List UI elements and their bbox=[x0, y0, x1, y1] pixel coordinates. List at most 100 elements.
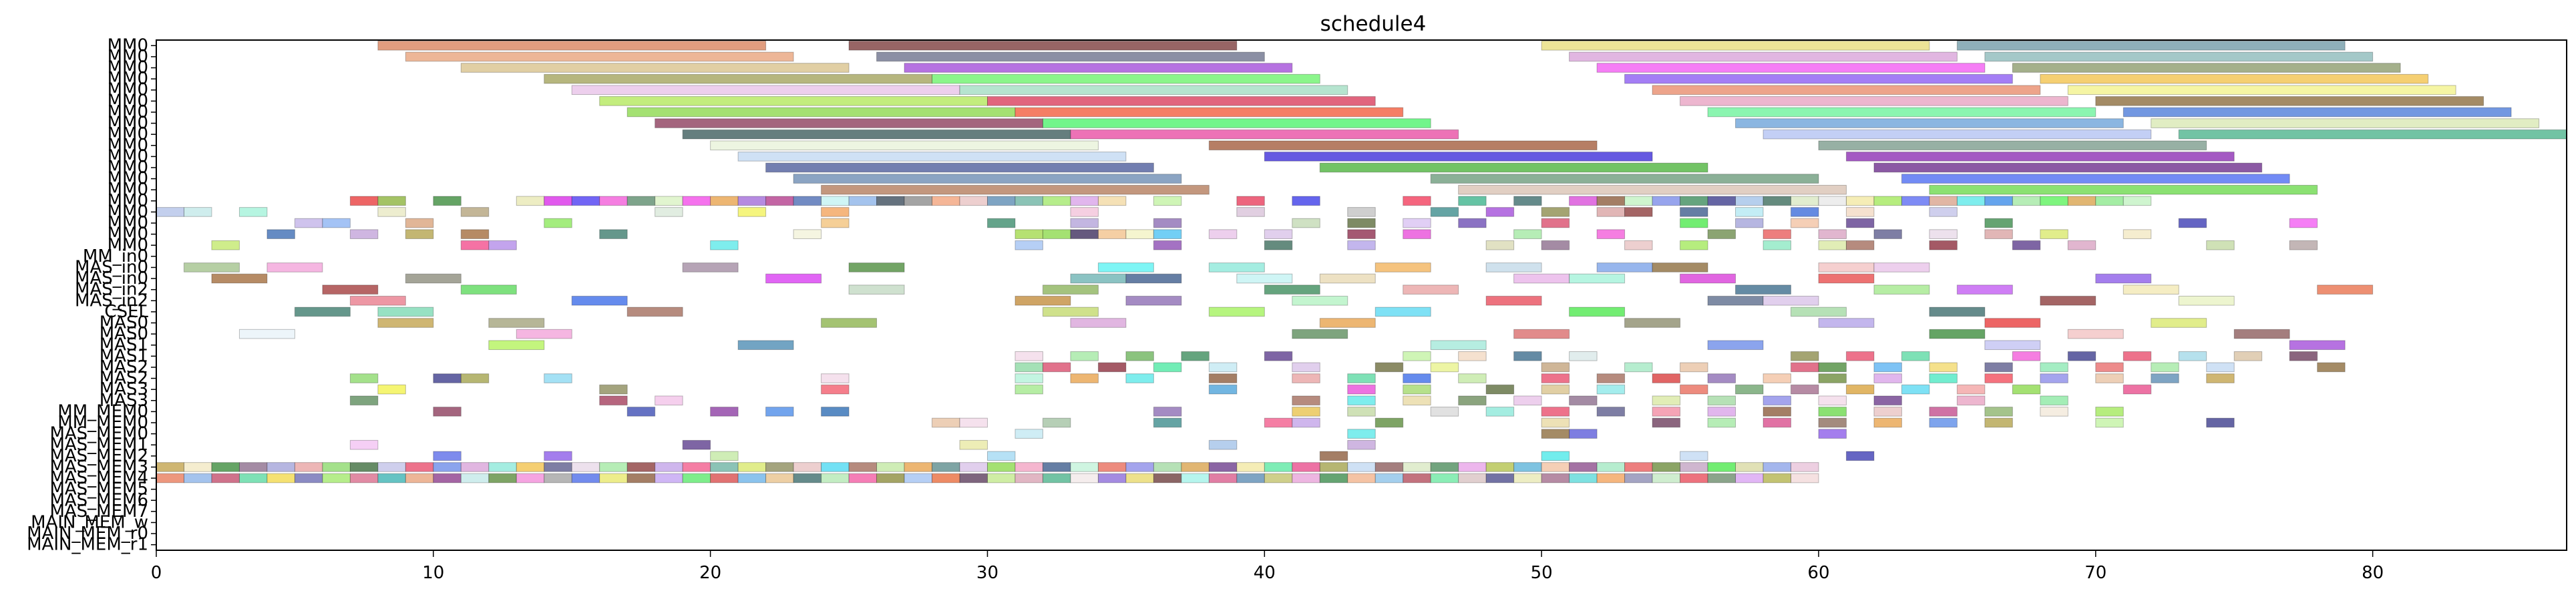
gantt-bar bbox=[682, 462, 711, 472]
gantt-bar bbox=[1569, 351, 1598, 361]
gantt-bar bbox=[1125, 351, 1154, 361]
gantt-bar bbox=[1319, 162, 1708, 173]
gantt-bar bbox=[1513, 473, 1542, 483]
gantt-bar bbox=[1015, 351, 1043, 361]
y-tick-label: MAS_in0 bbox=[75, 257, 148, 277]
y-tick-label: MAS3 bbox=[100, 379, 148, 399]
gantt-bar bbox=[1984, 373, 2013, 383]
gantt-bar bbox=[904, 63, 1293, 73]
gantt-bar bbox=[1292, 462, 1320, 472]
gantt-bar bbox=[516, 473, 545, 483]
gantt-bar bbox=[1403, 196, 1431, 206]
gantt-bar bbox=[1707, 340, 1764, 351]
gantt-bar bbox=[1763, 240, 1791, 250]
gantt-bar bbox=[1956, 395, 1986, 406]
gantt-bar bbox=[1929, 229, 1958, 239]
gantt-bar bbox=[1790, 218, 1819, 228]
gantt-bar bbox=[1403, 284, 1459, 295]
gantt-bar bbox=[544, 473, 572, 483]
gantt-bar bbox=[1984, 51, 2374, 62]
gantt-bar bbox=[1956, 40, 2346, 51]
gantt-bar bbox=[599, 395, 628, 406]
gantt-bar bbox=[655, 196, 683, 206]
gantt-bar bbox=[1485, 240, 1515, 250]
gantt-bar bbox=[349, 196, 379, 206]
gantt-bar bbox=[2317, 362, 2346, 373]
gantt-bar bbox=[1929, 362, 1958, 373]
gantt-bar bbox=[959, 462, 988, 472]
gantt-bar bbox=[1208, 373, 1238, 383]
x-axis: 0 10 20 30 40 50 60 70 80 bbox=[151, 550, 2384, 583]
y-tick-label: MM0 bbox=[108, 180, 148, 200]
gantt-bar bbox=[1070, 318, 1127, 328]
gantt-bar bbox=[322, 473, 351, 483]
gantt-bar bbox=[1680, 473, 1708, 483]
gantt-bar bbox=[626, 407, 656, 417]
y-tick-label: MAS_MEM7 bbox=[49, 502, 148, 522]
gantt-bar bbox=[405, 218, 434, 228]
gantt-bar bbox=[1790, 307, 1847, 317]
gantt-bar bbox=[710, 140, 1099, 151]
gantt-bar bbox=[1097, 229, 1127, 239]
gantt-bar bbox=[460, 462, 490, 472]
gantt-bar bbox=[1873, 407, 1902, 417]
gantt-bar bbox=[1070, 351, 1099, 361]
gantt-bar bbox=[1403, 351, 1431, 361]
gantt-bar bbox=[377, 318, 434, 328]
gantt-bar bbox=[544, 462, 572, 472]
gantt-bar bbox=[599, 462, 628, 472]
gantt-bar bbox=[544, 451, 572, 461]
gantt-bar bbox=[1818, 273, 1875, 284]
gantt-bar bbox=[238, 207, 268, 217]
y-tick-label: MAIN_MEM_r0 bbox=[27, 524, 148, 544]
gantt-bar bbox=[156, 473, 184, 483]
gantt-bar bbox=[1541, 429, 1570, 439]
y-tick-label: MAS_MEM5 bbox=[49, 479, 148, 499]
gantt-bar bbox=[156, 462, 184, 472]
gantt-bar bbox=[1513, 273, 1570, 284]
y-tick-label: MM0 bbox=[108, 58, 148, 78]
gantt-bar bbox=[1569, 273, 1626, 284]
gantt-bar bbox=[1125, 273, 1182, 284]
gantt-bar bbox=[1208, 140, 1598, 151]
gantt-bar bbox=[2012, 63, 2401, 73]
y-tick-label: MM0 bbox=[108, 146, 148, 166]
gantt-bar bbox=[1790, 362, 1819, 373]
gantt-bar bbox=[2233, 351, 2263, 361]
gantt-bar bbox=[1624, 73, 2013, 84]
y-tick-label: MM0 bbox=[108, 69, 148, 89]
gantt-bar bbox=[626, 307, 683, 317]
gantt-bar bbox=[2123, 107, 2512, 118]
gantt-bar bbox=[848, 284, 905, 295]
gantt-bar bbox=[655, 473, 683, 483]
gantt-bar bbox=[488, 318, 545, 328]
gantt-bar bbox=[959, 439, 988, 450]
gantt-bar bbox=[2095, 407, 2124, 417]
gantt-bar bbox=[1015, 240, 1043, 250]
gantt-bar bbox=[405, 51, 794, 62]
y-tick-label: MM0 bbox=[108, 235, 148, 255]
gantt-bar bbox=[1097, 362, 1127, 373]
x-tick-label: 20 bbox=[699, 563, 721, 583]
gantt-bar bbox=[349, 373, 379, 383]
gantt-bar bbox=[1763, 417, 1791, 428]
gantt-bar bbox=[1042, 307, 1099, 317]
gantt-bar bbox=[1541, 384, 1570, 395]
gantt-bar bbox=[1707, 196, 1736, 206]
gantt-bar bbox=[1070, 129, 1459, 140]
gantt-bar bbox=[1735, 284, 1791, 295]
gantt-bar bbox=[626, 107, 1016, 118]
gantt-bar bbox=[1070, 473, 1099, 483]
gantt-bar bbox=[2289, 240, 2318, 250]
gantt-bar bbox=[1208, 473, 1238, 483]
gantt-bar bbox=[460, 373, 490, 383]
gantt-bar bbox=[765, 162, 1154, 173]
gantt-bar bbox=[1929, 307, 1986, 317]
gantt-bar bbox=[1873, 162, 2263, 173]
gantt-bar bbox=[1153, 473, 1182, 483]
gantt-bar bbox=[1513, 395, 1542, 406]
gantt-bar bbox=[1430, 340, 1487, 351]
gantt-bar bbox=[1624, 207, 1653, 217]
gantt-bar bbox=[1374, 262, 1431, 272]
